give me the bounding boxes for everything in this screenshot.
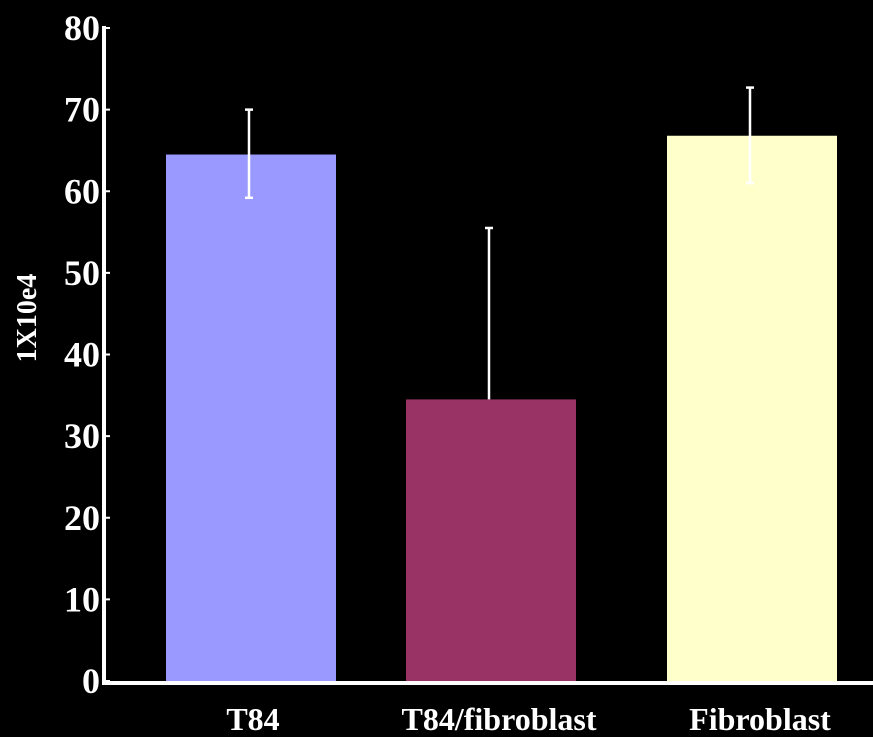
error-bar-t84 [245,108,253,200]
bar-t84 [166,154,336,682]
x-category-label: T84/fibroblast [402,701,597,737]
y-tick-label: 20 [64,498,100,538]
y-axis-title: 1X10e4 [12,274,43,363]
y-tick-label: 10 [64,579,100,619]
y-tick-label: 60 [64,171,100,211]
bar-fibroblast [667,135,837,681]
y-tick-labels: 0 10 20 30 40 50 60 70 80 [64,8,100,701]
x-category-label: Fibroblast [689,701,831,737]
error-bar-fibroblast [746,86,754,185]
x-category-labels: T84 T84/fibroblast Fibroblast [226,701,831,737]
error-bars-layer [245,86,754,400]
y-tick-label: 30 [64,416,100,456]
y-tick-label: 40 [64,335,100,375]
y-tick-label: 70 [64,90,100,130]
y-tick-label: 80 [64,8,100,48]
axes-layer [102,26,873,685]
y-tick-label: 50 [64,253,100,293]
error-bar-t84-fibroblast [485,226,493,400]
bars-layer [166,135,837,682]
bar-t84-fibroblast [406,399,576,681]
y-tick-label: 0 [82,661,100,701]
x-category-label: T84 [226,701,279,737]
